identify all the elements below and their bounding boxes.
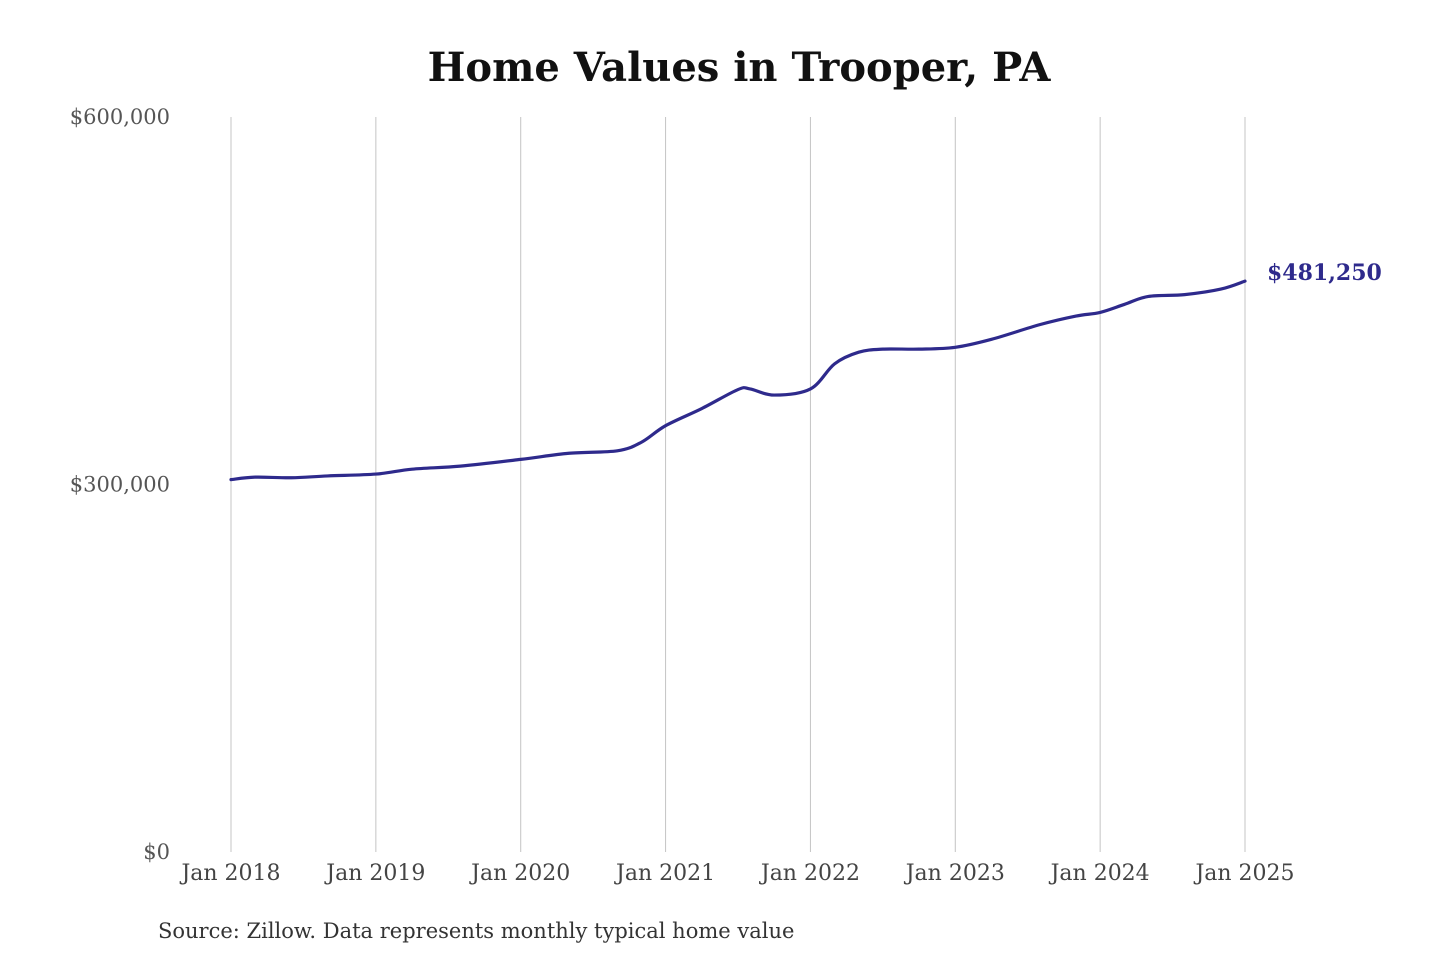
x-tick-label: Jan 2023	[904, 861, 1005, 886]
series-layer	[229, 279, 1247, 482]
source-note: Source: Zillow. Data represents monthly …	[158, 919, 794, 943]
x-axis-tick-labels: Jan 2018 Jan 2019 Jan 2020 Jan 2021 Jan 2022…	[179, 861, 1294, 886]
y-tick-label: $600,000	[70, 105, 170, 129]
x-tick-label: Jan 2019	[324, 861, 425, 886]
x-tick-label: Jan 2018	[179, 861, 280, 886]
x-tick-label: Jan 2024	[1049, 861, 1150, 886]
y-tick-label: $300,000	[70, 473, 170, 497]
y-axis-tick-labels: $0 $300,000 $600,000	[70, 105, 170, 864]
x-tick-label: Jan 2021	[614, 861, 715, 886]
x-tick-label: Jan 2020	[469, 861, 570, 886]
y-tick-label: $0	[143, 840, 170, 864]
chart-title: Home Values in Trooper, PA	[428, 44, 1052, 91]
end-value-label: $481,250	[1267, 260, 1382, 286]
x-gridlines	[230, 117, 1246, 852]
x-tick-label: Jan 2022	[759, 861, 860, 886]
series-line	[229, 279, 1247, 482]
x-tick-label: Jan 2025	[1193, 861, 1294, 886]
